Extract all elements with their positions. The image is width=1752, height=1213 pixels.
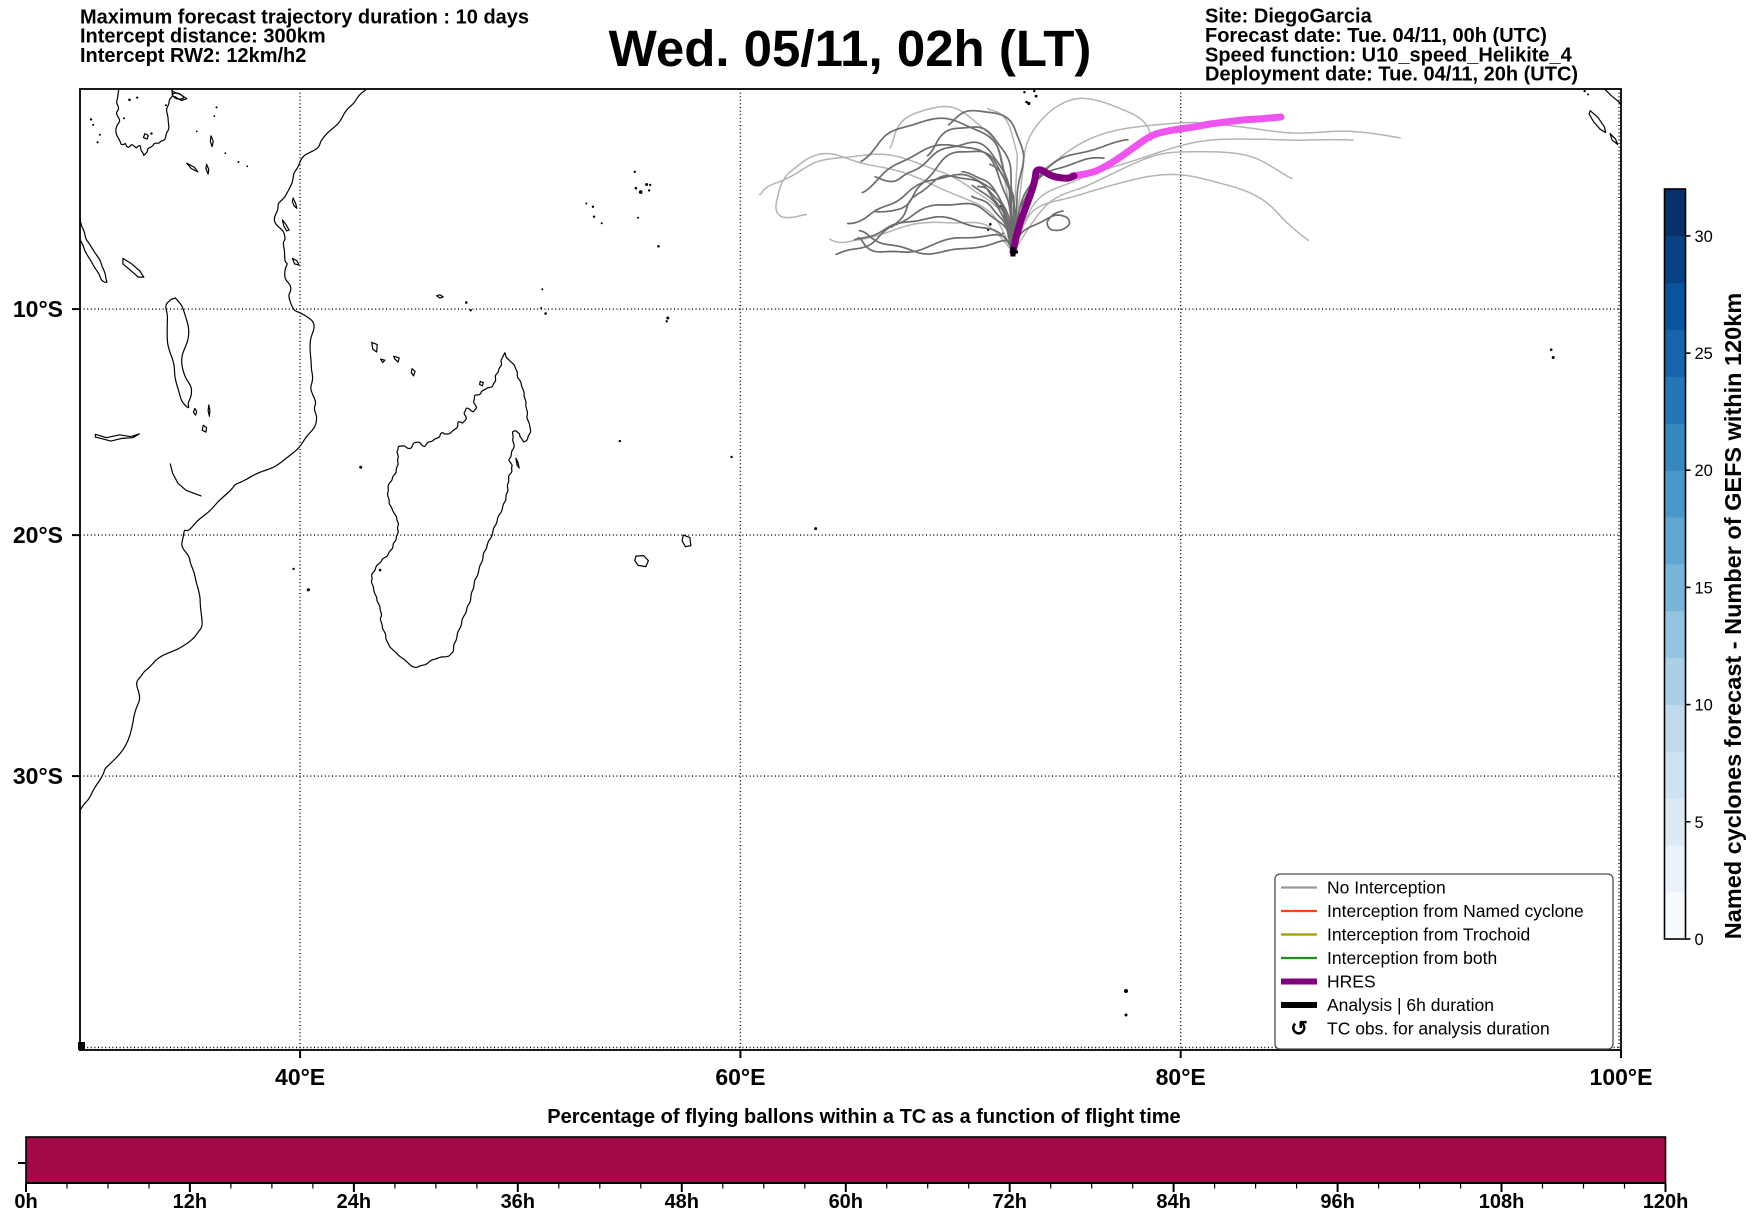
svg-text:Interception from both: Interception from both [1327, 948, 1497, 968]
svg-text:30°S: 30°S [13, 763, 63, 789]
svg-text:20: 20 [1695, 462, 1713, 480]
svg-text:60°E: 60°E [715, 1064, 765, 1090]
svg-text:12h: 12h [173, 1191, 207, 1213]
svg-text:TC obs. for analysis duration: TC obs. for analysis duration [1327, 1019, 1550, 1039]
svg-text:Wed. 05/11, 02h (LT): Wed. 05/11, 02h (LT) [609, 20, 1092, 77]
svg-text:72h: 72h [992, 1191, 1026, 1213]
svg-text:120h: 120h [1643, 1191, 1689, 1213]
svg-text:HRES: HRES [1327, 972, 1376, 992]
svg-text:10: 10 [1695, 697, 1713, 715]
svg-text:48h: 48h [665, 1191, 699, 1213]
svg-text:80°E: 80°E [1156, 1064, 1206, 1090]
svg-text:108h: 108h [1479, 1191, 1525, 1213]
svg-text:Interception from Named cyclon: Interception from Named cyclone [1327, 901, 1584, 921]
svg-text:Site: DiegoGarcia: Site: DiegoGarcia [1205, 6, 1373, 28]
svg-text:Maximum forecast trajectory du: Maximum forecast trajectory duration : 1… [80, 7, 529, 29]
svg-text:20°S: 20°S [13, 522, 63, 548]
svg-text:60h: 60h [829, 1191, 863, 1213]
svg-text:5: 5 [1695, 814, 1704, 832]
svg-text:No Interception: No Interception [1327, 878, 1446, 898]
svg-text:10°S: 10°S [13, 296, 63, 322]
svg-text:Intercept RW2: 12km/h2: Intercept RW2: 12km/h2 [80, 45, 306, 67]
svg-text:40°E: 40°E [275, 1064, 325, 1090]
svg-text:Analysis | 6h duration: Analysis | 6h duration [1327, 995, 1494, 1015]
svg-text:Forecast date: Tue. 04/11, 00h: Forecast date: Tue. 04/11, 00h (UTC) [1205, 25, 1547, 47]
svg-text:36h: 36h [501, 1191, 535, 1213]
svg-text:Speed function: U10_speed_Heli: Speed function: U10_speed_Helikite_4 [1205, 44, 1573, 66]
svg-text:0h: 0h [14, 1191, 37, 1213]
svg-text:100°E: 100°E [1590, 1064, 1653, 1090]
svg-text:Named cyclones forecast - Numb: Named cyclones forecast - Number of GEFS… [1720, 293, 1746, 939]
svg-text:Percentage of flying ballons w: Percentage of flying ballons within a TC… [547, 1106, 1180, 1128]
svg-text:Interception from Trochoid: Interception from Trochoid [1327, 925, 1530, 945]
svg-text:↺: ↺ [1290, 1018, 1308, 1041]
svg-text:Deployment date: Tue. 04/11, 2: Deployment date: Tue. 04/11, 20h (UTC) [1205, 64, 1578, 86]
svg-text:0: 0 [1695, 931, 1704, 949]
svg-text:15: 15 [1695, 579, 1713, 597]
svg-text:24h: 24h [337, 1191, 371, 1213]
svg-text:84h: 84h [1156, 1191, 1190, 1213]
svg-text:96h: 96h [1320, 1191, 1354, 1213]
svg-text:30: 30 [1695, 228, 1713, 246]
svg-text:25: 25 [1695, 345, 1713, 363]
svg-text:Intercept distance: 300km: Intercept distance: 300km [80, 26, 326, 48]
